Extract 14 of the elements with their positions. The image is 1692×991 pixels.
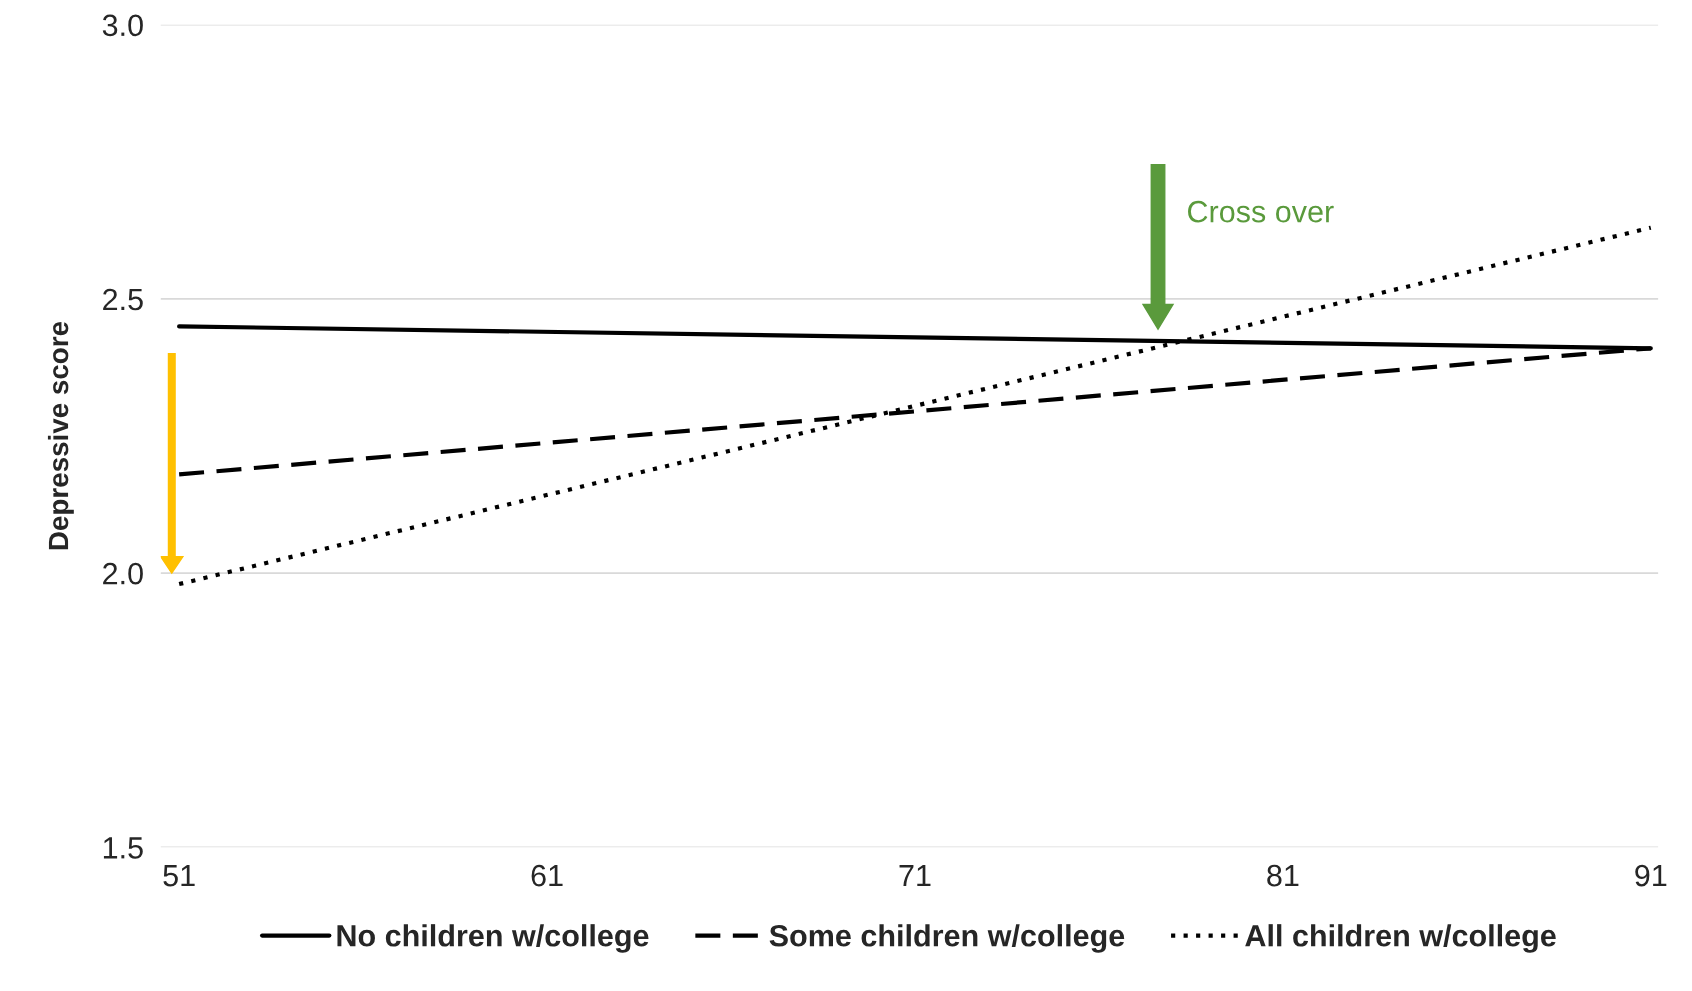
legend-label: No children w/college bbox=[337, 924, 649, 953]
legend-label: All children w/college bbox=[1245, 924, 1556, 953]
x-tick-label: 51 bbox=[163, 865, 195, 887]
y-tick-label: 3.0 bbox=[102, 14, 143, 37]
x-tick-label: 81 bbox=[1267, 864, 1299, 887]
legend-label: Some children w/college bbox=[769, 924, 1125, 953]
y-axis-title: Depressive score bbox=[47, 321, 74, 550]
x-tick-label: 71 bbox=[899, 865, 931, 887]
y-tick-label: 1.5 bbox=[103, 837, 143, 859]
annotation: Cross over bbox=[1188, 200, 1334, 223]
y-tick-label: 2.5 bbox=[103, 288, 143, 311]
x-tick-label: 91 bbox=[1635, 864, 1667, 887]
x-tick-label: 61 bbox=[531, 864, 563, 887]
y-tick-label: 2.0 bbox=[103, 562, 143, 585]
